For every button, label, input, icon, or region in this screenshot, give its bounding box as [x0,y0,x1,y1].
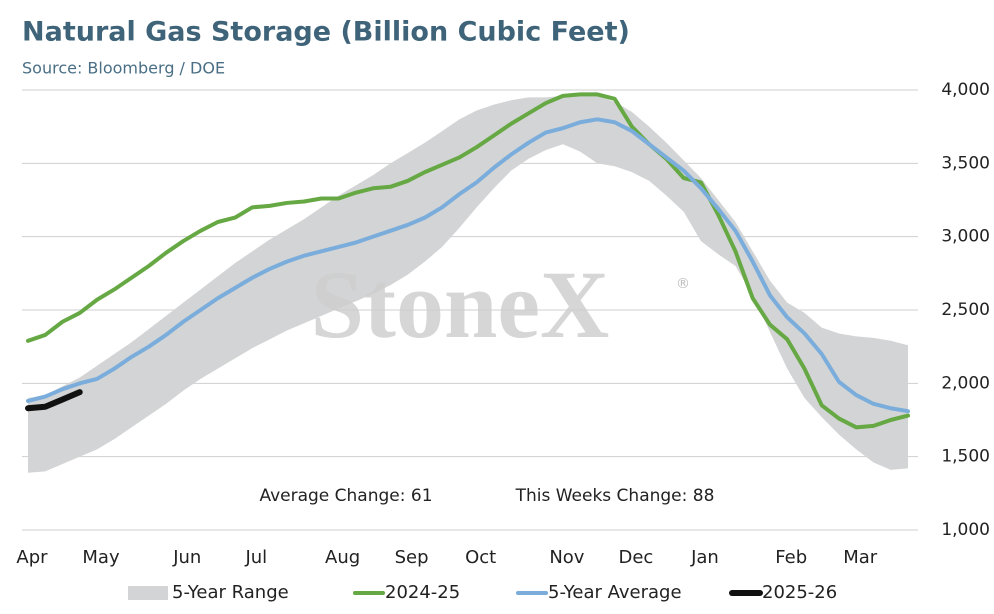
legend-label: 2025-26 [762,582,837,603]
x-tick-label: Oct [465,547,496,568]
x-tick-label: Jan [690,547,719,568]
y-tick-label: 1,000 [941,520,990,540]
series-line [26,117,910,414]
y-tick-label: 3,500 [941,153,990,173]
y-tick-label: 2,000 [941,373,990,393]
x-tick-label: Nov [549,547,584,568]
x-tick-label: Apr [16,547,48,568]
y-tick-label: 1,500 [941,447,990,467]
x-tick-label: Jun [172,547,201,568]
x-tick-label: Dec [618,547,653,568]
annotation: This Weeks Change: 88 [515,486,715,506]
series-line [25,389,83,412]
watermark: StoneX [311,251,610,358]
annotation: Average Change: 61 [259,486,432,506]
chart-subtitle: Source: Bloomberg / DOE [22,59,225,78]
x-tick-label: Jul [244,547,267,568]
x-tick-label: Mar [843,547,878,568]
x-tick-label: Aug [325,547,360,568]
x-tick-label: Sep [395,547,429,568]
series-line [26,92,910,430]
x-tick-label: Feb [775,547,807,568]
legend-swatch [128,586,168,600]
range-band [28,94,908,473]
chart-title: Natural Gas Storage (Billion Cubic Feet) [22,17,630,48]
y-tick-label: 3,000 [941,227,990,247]
watermark-mark: ® [676,276,690,292]
y-tick-label: 2,500 [941,300,990,320]
x-tick-label: May [82,547,120,568]
legend-label: 2024-25 [385,582,460,603]
legend-label: 5-Year Range [172,582,289,603]
legend-label: 5-Year Average [548,582,682,603]
y-tick-label: 4,000 [941,80,990,100]
